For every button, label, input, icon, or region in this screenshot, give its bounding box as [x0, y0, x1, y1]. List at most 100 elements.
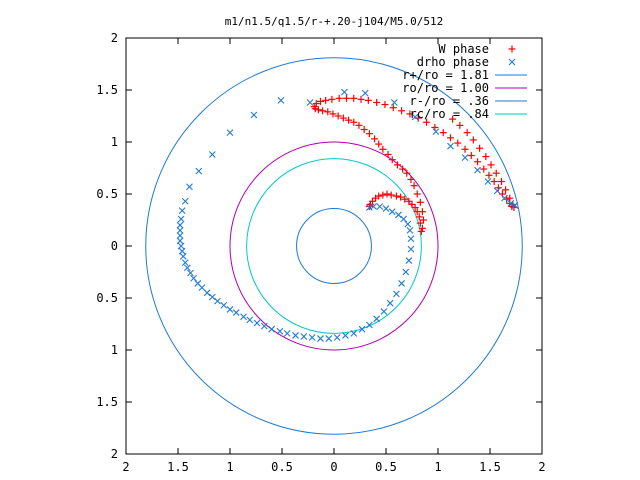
x-tick-label: 1.5 [167, 460, 189, 474]
marker-stroke [400, 215, 408, 223]
marker-stroke [361, 89, 369, 97]
w-phase-point [497, 178, 505, 186]
marker-stroke [358, 325, 366, 333]
marker-stroke [176, 227, 184, 234]
w-phase-point [365, 202, 373, 210]
x-tick-label: 2 [538, 460, 545, 474]
marker-stroke [461, 154, 469, 161]
marker-stroke [508, 58, 516, 66]
w-phase-point [383, 190, 391, 198]
y-tick-label: 2 [111, 447, 118, 461]
w-phase-point [485, 171, 493, 179]
w-phase-point [389, 104, 397, 112]
w-phase-point [461, 145, 469, 153]
x-tick-label: 0.5 [375, 460, 397, 474]
drho-phase-point [300, 333, 308, 340]
marker-stroke [260, 322, 268, 330]
drho-phase-point [511, 202, 519, 209]
marker-stroke [432, 128, 440, 135]
drho-phase-point [176, 237, 184, 245]
marker-stroke [240, 313, 247, 321]
marker-stroke [393, 290, 400, 298]
drho-phase-point [388, 208, 396, 216]
w-phase-point [482, 153, 490, 161]
w-phase-point [392, 192, 400, 200]
marker-stroke [342, 332, 349, 339]
marker-stroke [390, 99, 398, 106]
w-phase-point [388, 156, 396, 164]
w-phase-point [360, 126, 368, 134]
y-tick-label: 2 [111, 31, 118, 45]
w-phase-point [324, 108, 332, 116]
marker-stroke [484, 178, 492, 185]
w-phase-point [492, 169, 500, 177]
drho-phase-point [370, 203, 377, 210]
drho-phase-point [501, 194, 508, 202]
w-phase-point [411, 204, 419, 212]
drho-phase-point [358, 325, 366, 333]
w-phase-point [418, 224, 426, 232]
w-phase-point [408, 200, 416, 208]
drho-phase-point [461, 154, 469, 161]
drho-phase-point [411, 113, 419, 121]
reference-circle [145, 57, 523, 435]
drho-phase-point [198, 284, 206, 291]
drho-phase-point [187, 269, 194, 277]
marker-stroke [325, 335, 333, 342]
legend-label: r+/ro = 1.81 [402, 68, 489, 82]
w-phase-point [329, 110, 337, 118]
y-tick-label: 0.5 [96, 291, 118, 305]
drho-phase-point [308, 334, 316, 341]
w-phase-point [454, 139, 462, 147]
drho-phase-point [400, 215, 408, 223]
axis-ticks: 2 1.5 1 0.5 0 0.5 1 1.5 221.510.500.511.52 [96, 31, 545, 474]
marker-stroke [292, 332, 299, 339]
drho-phase-point [268, 325, 275, 333]
w-phase-point [487, 161, 495, 169]
marker-stroke [268, 325, 275, 333]
marker-stroke [250, 111, 258, 119]
marker-stroke [411, 113, 419, 121]
w-phase-point [342, 94, 350, 102]
marker-stroke [208, 151, 216, 158]
marker-stroke [407, 235, 415, 243]
w-phase-point [416, 219, 424, 227]
marker-stroke [176, 232, 184, 239]
marker-stroke [208, 293, 216, 301]
marker-stroke [501, 194, 508, 202]
drho-phase-point [393, 290, 400, 298]
w-phase-point [379, 191, 387, 199]
w-phase-point [431, 123, 439, 131]
marker-stroke [386, 299, 394, 307]
w-phase-point [355, 121, 363, 129]
drho-phase-point [176, 227, 184, 234]
x-tick-label: 0 [330, 460, 337, 474]
x-tick-label: 1.5 [479, 460, 501, 474]
marker-stroke [177, 215, 185, 223]
drho-phase-point [333, 334, 341, 341]
w-phase-point [314, 106, 322, 114]
w-phase-point [403, 169, 411, 177]
drho-phase-point [203, 289, 211, 297]
drho-phase-point [341, 88, 348, 96]
chart-title: m1/n1.5/q1.5/r-+.20-j104/M5.0/512 [225, 15, 444, 28]
marker-stroke [402, 268, 410, 276]
w-phase-point [381, 101, 389, 109]
drho-phase-point [386, 299, 394, 307]
drho-phase-point [195, 167, 203, 175]
marker-stroke [232, 309, 240, 316]
drho-phase-point [181, 259, 189, 267]
marker-stroke [186, 183, 193, 191]
drho-phase-point [277, 97, 285, 104]
drho-phase-point [177, 215, 185, 223]
drho-phase-point [292, 332, 299, 339]
drho-phase-point [365, 321, 373, 329]
drho-phase-point [226, 306, 234, 313]
w-phase-point [413, 190, 421, 198]
marker-stroke [308, 334, 316, 341]
w-phase-point [502, 186, 510, 194]
w-phase-point [397, 193, 405, 201]
reference-circle [296, 208, 372, 284]
w-phase-point [416, 198, 424, 206]
drho-phase-point [177, 242, 185, 250]
